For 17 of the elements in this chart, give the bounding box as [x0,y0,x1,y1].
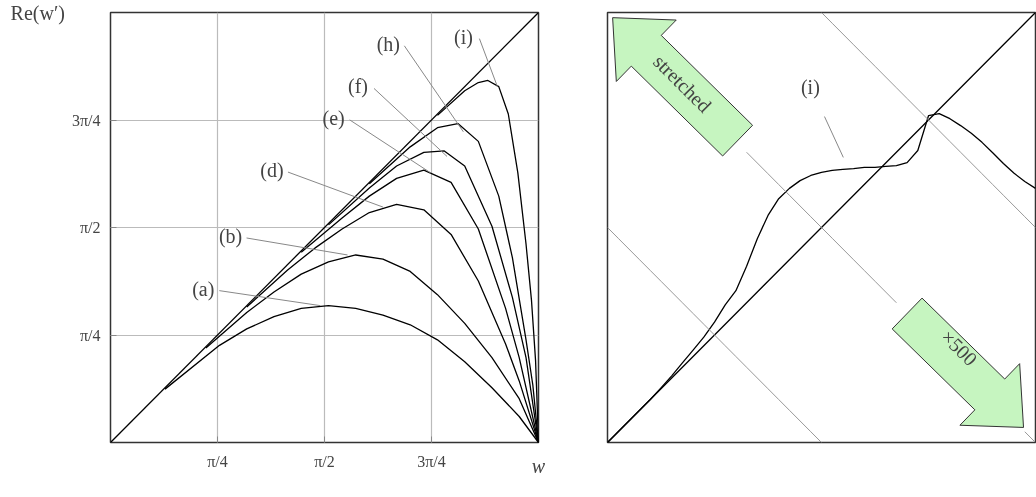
y-tick-label: π/4 [79,326,101,344]
annotation: (h) [376,32,401,56]
annotation: (a) [192,277,215,301]
annotation: (b) [218,224,243,248]
annotation: (f) [348,75,368,99]
x-tick-label: 3π/4 [417,452,446,470]
x-tick-label: π/2 [314,452,335,470]
annotation: ×500 [936,325,982,371]
x-tick-label: π/4 [207,452,228,470]
annotation: (i) [800,76,820,100]
y-tick-label: π/2 [79,219,101,236]
y-tick-label: 3π/4 [71,111,101,129]
annotation: (d) [260,159,284,183]
annotation: (i) [453,25,473,49]
y-axis-title: Re(w′) [10,1,65,25]
annotation: (e) [322,106,345,130]
x-axis-title: w [531,454,546,477]
